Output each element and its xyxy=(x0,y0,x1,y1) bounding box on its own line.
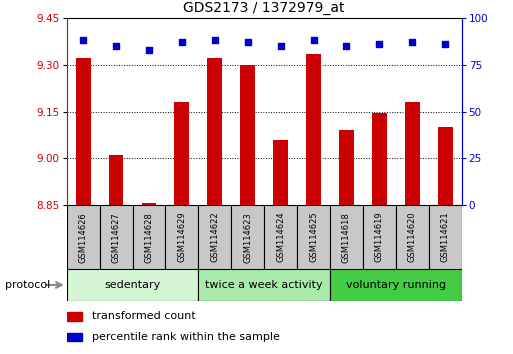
Bar xyxy=(240,64,255,205)
Bar xyxy=(372,113,387,205)
Bar xyxy=(199,269,330,301)
Bar xyxy=(330,269,462,301)
Point xyxy=(376,41,384,47)
Bar xyxy=(330,205,363,269)
Bar xyxy=(142,203,156,205)
Bar xyxy=(67,332,82,341)
Point xyxy=(408,39,417,45)
Text: GSM114623: GSM114623 xyxy=(243,212,252,263)
Bar xyxy=(132,205,165,269)
Point xyxy=(79,38,87,43)
Text: voluntary running: voluntary running xyxy=(346,280,446,290)
Text: GSM114629: GSM114629 xyxy=(177,212,186,263)
Text: GSM114624: GSM114624 xyxy=(276,212,285,263)
Text: GSM114621: GSM114621 xyxy=(441,212,450,263)
Bar xyxy=(429,205,462,269)
Text: sedentary: sedentary xyxy=(105,280,161,290)
Title: GDS2173 / 1372979_at: GDS2173 / 1372979_at xyxy=(184,1,345,15)
Bar xyxy=(396,205,429,269)
Bar xyxy=(165,205,199,269)
Bar xyxy=(100,205,132,269)
Point xyxy=(112,43,120,48)
Bar xyxy=(363,205,396,269)
Bar xyxy=(297,205,330,269)
Point xyxy=(309,38,318,43)
Text: protocol: protocol xyxy=(5,280,50,290)
Bar xyxy=(76,58,91,205)
Point xyxy=(211,38,219,43)
Bar xyxy=(67,269,199,301)
Bar xyxy=(174,102,189,205)
Point xyxy=(441,41,449,47)
Text: GSM114625: GSM114625 xyxy=(309,212,318,263)
Text: transformed count: transformed count xyxy=(92,311,195,321)
Bar xyxy=(306,54,321,205)
Text: twice a week activity: twice a week activity xyxy=(205,280,323,290)
Point xyxy=(342,43,350,48)
Text: percentile rank within the sample: percentile rank within the sample xyxy=(92,332,280,342)
Text: GSM114620: GSM114620 xyxy=(408,212,417,263)
Bar xyxy=(207,58,222,205)
Text: GSM114626: GSM114626 xyxy=(78,212,88,263)
Point xyxy=(145,47,153,52)
Point xyxy=(178,39,186,45)
Bar xyxy=(339,130,354,205)
Text: GSM114627: GSM114627 xyxy=(111,212,121,263)
Bar xyxy=(231,205,264,269)
Bar xyxy=(199,205,231,269)
Text: GSM114619: GSM114619 xyxy=(375,212,384,263)
Bar xyxy=(405,102,420,205)
Point xyxy=(244,39,252,45)
Point xyxy=(277,43,285,48)
Text: GSM114622: GSM114622 xyxy=(210,212,220,263)
Bar xyxy=(438,127,452,205)
Text: GSM114618: GSM114618 xyxy=(342,212,351,263)
Bar xyxy=(67,312,82,321)
Bar xyxy=(264,205,297,269)
Bar xyxy=(273,139,288,205)
Text: GSM114628: GSM114628 xyxy=(145,212,153,263)
Bar xyxy=(109,155,124,205)
Bar xyxy=(67,205,100,269)
